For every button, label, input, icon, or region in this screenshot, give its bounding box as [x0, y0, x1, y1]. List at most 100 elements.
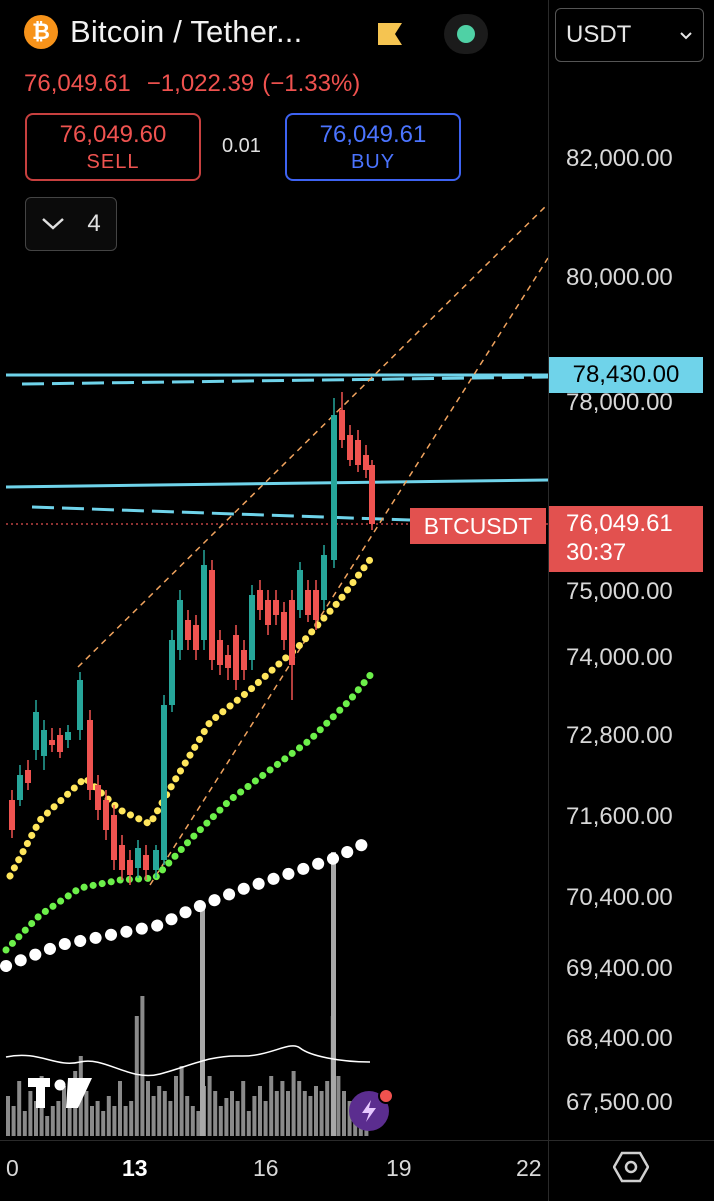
- price-tick: 69,400.00: [566, 955, 673, 982]
- volume-bar: [62, 1086, 66, 1136]
- volume-bar: [123, 1106, 128, 1136]
- time-axis[interactable]: [0, 1140, 548, 1201]
- candle-body: [339, 410, 345, 440]
- moving-average-white: [0, 834, 378, 972]
- price-axis[interactable]: [548, 0, 714, 1140]
- spread-value: 0.01: [222, 135, 261, 157]
- price-chart[interactable]: [0, 0, 548, 1140]
- sell-label: SELL: [86, 151, 140, 173]
- candle-body: [57, 735, 63, 752]
- price-tick: 67,500.00: [566, 1089, 673, 1116]
- price-tick: 72,800.00: [566, 722, 673, 749]
- volume-bar: [174, 1076, 178, 1136]
- candle-body: [225, 655, 231, 668]
- price-change: −1,022.39: [146, 70, 255, 97]
- candle-body: [281, 612, 287, 640]
- volume-bar: [207, 1076, 212, 1136]
- candle-body: [143, 855, 149, 870]
- volume-bar: [90, 1106, 94, 1136]
- candle-body: [25, 770, 31, 783]
- candle-body: [119, 845, 125, 870]
- candle-body: [241, 650, 247, 670]
- candle-body: [265, 600, 271, 625]
- current-price-value: 76,049.61: [566, 510, 673, 537]
- volume-bar: [314, 1086, 318, 1136]
- volume-bar: [297, 1081, 302, 1136]
- symbol-header[interactable]: ₿ Bitcoin / Tether...: [24, 14, 302, 50]
- tradingview-logo-icon[interactable]: [28, 1076, 96, 1110]
- volume-bar: [84, 1091, 89, 1136]
- volume-bar: [129, 1101, 134, 1136]
- currency-select[interactable]: USDT: [555, 8, 704, 62]
- volume-bar: [17, 1081, 22, 1136]
- price-tick: 78,000.00: [566, 389, 673, 416]
- price-summary: 76,049.61 −1,022.39 (−1.33%): [24, 70, 360, 98]
- candle-body: [217, 640, 223, 665]
- indicators-toggle-button[interactable]: 4: [25, 197, 117, 251]
- volume-bar: [258, 1086, 262, 1136]
- candle-body: [233, 635, 239, 680]
- candle-body: [347, 435, 353, 460]
- price-tick: 75,000.00: [566, 578, 673, 605]
- volume-bar: [134, 1016, 139, 1136]
- volume-bar: [95, 1101, 100, 1136]
- volume-bar: [185, 1096, 190, 1136]
- time-label: 0: [6, 1155, 19, 1181]
- volume-bar: [146, 1081, 150, 1136]
- candle-body: [161, 705, 167, 860]
- candle-body: [65, 732, 71, 740]
- volume-bar: [56, 1101, 61, 1136]
- current-price-tag: 76,049.61 30:37: [549, 506, 703, 572]
- sell-price: 76,049.60: [59, 121, 167, 148]
- indicator-count: 4: [87, 210, 101, 237]
- candle-body: [355, 440, 361, 465]
- chart-pane[interactable]: [0, 0, 548, 1140]
- volume-bar: [286, 1091, 290, 1136]
- trend-line: [5, 478, 548, 489]
- bitcoin-icon: ₿: [24, 15, 58, 49]
- settings-hex-icon[interactable]: [613, 1151, 649, 1183]
- alert-badge: [378, 1088, 394, 1104]
- volume-bar: [342, 1091, 346, 1136]
- volume-bar: [34, 1101, 38, 1136]
- buy-button[interactable]: 76,049.61 BUY: [285, 113, 461, 181]
- candle-body: [193, 625, 199, 650]
- candle-body: [127, 860, 133, 875]
- volume-bar: [67, 1096, 72, 1136]
- moving-average-yellow: [6, 553, 376, 880]
- moving-average-green: [2, 669, 376, 954]
- volume-bar: [22, 1111, 27, 1136]
- candle-body: [249, 595, 255, 660]
- candle-body: [77, 680, 83, 730]
- dashed-horizontal-line: [21, 375, 548, 386]
- flag-icon[interactable]: [376, 20, 404, 48]
- price-tick: 68,400.00: [566, 1025, 673, 1052]
- price-tick: 70,400.00: [566, 884, 673, 911]
- candle-body: [169, 640, 175, 705]
- volume-bar: [179, 1066, 184, 1136]
- volume-bar: [106, 1096, 111, 1136]
- candle-body: [321, 555, 327, 600]
- volume-ma-line: [5, 1045, 371, 1077]
- axis-corner: [548, 1140, 714, 1201]
- buy-price: 76,049.61: [319, 121, 427, 148]
- volume-bar: [190, 1106, 195, 1136]
- volume-bar: [230, 1091, 234, 1136]
- volume-bar: [28, 1091, 33, 1136]
- symbol-name[interactable]: Bitcoin / Tether...: [70, 14, 303, 49]
- candle-body: [41, 730, 47, 756]
- horizontal-line-price-tag[interactable]: 78,430.00: [549, 357, 703, 393]
- volume-bar: [263, 1101, 268, 1136]
- volume-bar: [162, 1091, 167, 1136]
- volume-bar: [140, 996, 145, 1136]
- symbol-price-label: BTCUSDT: [410, 508, 546, 544]
- candle-body: [33, 712, 39, 750]
- market-status-icon[interactable]: [444, 14, 488, 54]
- sell-button[interactable]: 76,049.60 SELL: [25, 113, 201, 181]
- volume-bar: [45, 1116, 50, 1136]
- candle-body: [87, 720, 93, 790]
- candle-body: [9, 800, 15, 830]
- volume-bar: [302, 1091, 307, 1136]
- time-label: 13: [122, 1155, 148, 1181]
- volume-bar: [308, 1096, 313, 1136]
